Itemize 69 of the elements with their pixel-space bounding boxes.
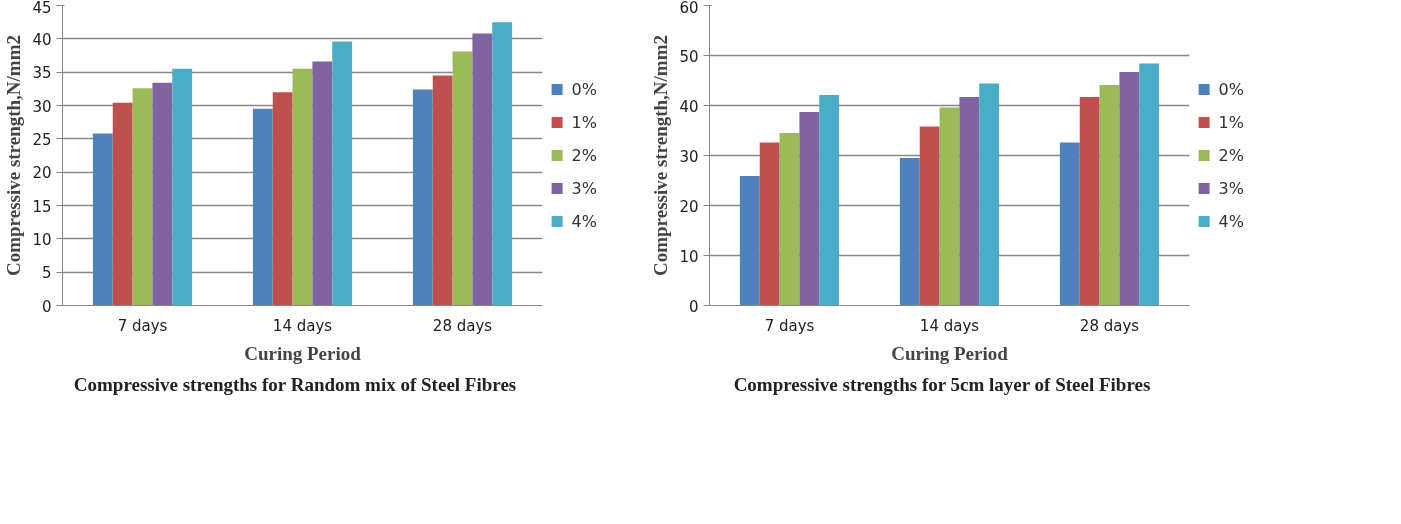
bar	[172, 68, 193, 306]
y-tick-label: 5	[41, 264, 52, 283]
y-tick-label: 25	[32, 130, 52, 149]
y-tick-label: 35	[32, 64, 52, 83]
bar	[919, 126, 940, 306]
bar	[132, 88, 153, 306]
bar	[412, 89, 433, 306]
bar	[899, 158, 920, 306]
bar	[292, 68, 313, 306]
bar	[819, 95, 840, 306]
bar	[312, 61, 333, 306]
legend-label: 2%	[571, 146, 597, 165]
legend-label: 1%	[1218, 113, 1244, 132]
y-tick-label: 45	[32, 0, 52, 17]
bar	[1059, 142, 1080, 306]
text: Compressive strengths for 5cm layer of Steel Fibres	[733, 373, 1151, 397]
bar	[92, 133, 113, 306]
bar	[432, 75, 453, 306]
legend-label: 1%	[571, 113, 597, 132]
bar	[1139, 63, 1160, 306]
y-tick-label: 30	[32, 97, 52, 116]
bar	[1079, 97, 1100, 306]
legend-label: 4%	[1218, 212, 1244, 231]
x-tick-label: 14 days	[919, 316, 980, 335]
legend-label: 3%	[1218, 179, 1244, 198]
bar	[472, 33, 493, 306]
y-tick-label: 10	[32, 230, 52, 249]
y-tick-label: 40	[32, 30, 52, 49]
text: Compressive strengths for Random mix of Steel Fibres	[73, 373, 517, 397]
x-axis-title: Curing Period	[891, 342, 1009, 364]
x-axis-title: Curing Period	[244, 342, 362, 364]
bar	[332, 41, 353, 306]
bar	[939, 107, 960, 306]
y-axis-title: Compressive strength,N/mm2	[3, 35, 25, 276]
legend-label: 0%	[571, 80, 597, 99]
bar	[112, 102, 133, 306]
y-tick-label: 0	[41, 297, 52, 316]
bar	[1099, 85, 1120, 306]
x-tick-label: 28 days	[1079, 316, 1140, 335]
x-tick-label: 28 days	[432, 316, 493, 335]
bar	[272, 92, 293, 306]
legend-label: 3%	[571, 179, 597, 198]
bar	[979, 83, 1000, 306]
y-tick-label: 30	[679, 147, 699, 166]
y-tick-label: 15	[32, 197, 52, 216]
x-tick-label: 7 days	[764, 316, 815, 335]
y-tick-label: 20	[679, 197, 699, 216]
y-tick-label: 60	[679, 0, 699, 17]
bar	[1119, 72, 1140, 306]
bar	[959, 97, 980, 306]
y-tick-label: 10	[679, 247, 699, 266]
y-tick-label: 0	[688, 297, 699, 316]
bar	[152, 82, 173, 306]
y-tick-label: 40	[679, 97, 699, 116]
bar	[492, 22, 513, 306]
x-tick-label: 14 days	[272, 316, 333, 335]
bar	[799, 112, 820, 306]
y-tick-label: 50	[679, 47, 699, 66]
legend-label: 0%	[1218, 80, 1244, 99]
bar	[252, 108, 273, 306]
legend-label: 2%	[1218, 146, 1244, 165]
y-axis-title: Compressive strength,N/mm2	[650, 35, 672, 276]
bar	[739, 176, 760, 306]
x-tick-label: 7 days	[117, 316, 168, 335]
bar	[452, 51, 473, 306]
y-tick-label: 20	[32, 164, 52, 183]
bar	[759, 142, 780, 306]
legend-label: 4%	[571, 212, 597, 231]
bar	[779, 133, 800, 306]
